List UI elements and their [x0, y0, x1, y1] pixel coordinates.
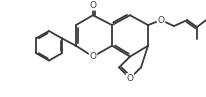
Text: O: O [158, 16, 165, 25]
Text: O: O [89, 52, 96, 61]
Text: O: O [126, 74, 133, 83]
Text: O: O [89, 1, 96, 10]
